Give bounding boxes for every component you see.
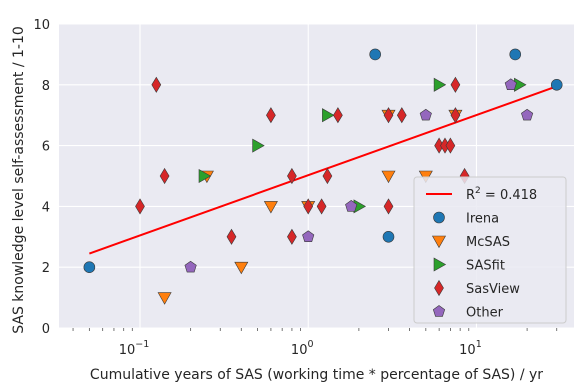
data-point-sasview <box>450 76 461 93</box>
y-tick-label: 4 <box>42 200 50 215</box>
data-point-sasview <box>287 167 297 185</box>
data-point-sasview <box>159 167 170 185</box>
legend-label-sasfit: SASfit <box>466 259 505 274</box>
legend-label-mcsas: McSAS <box>466 235 510 250</box>
y-tick-label: 10 <box>33 18 50 33</box>
data-point-sasfit <box>322 108 335 123</box>
fit-line <box>89 85 558 255</box>
y-tick-label: 0 <box>42 322 50 337</box>
data-point-other <box>504 78 517 90</box>
x-tick-label: 10−1 <box>119 339 150 358</box>
legend-fit-label: R2 = 0.418 <box>466 186 537 203</box>
series-irena <box>83 48 563 274</box>
data-point-mcsas <box>263 201 278 214</box>
data-point-other <box>184 260 197 273</box>
y-axis-label: SAS knowledge level self-assessment / 1-… <box>11 26 27 334</box>
legend: R2 = 0.418 Irena McSAS SASfit SasView Other <box>413 176 567 324</box>
data-point-sasview <box>396 107 407 124</box>
legend-box <box>413 176 567 324</box>
data-point-sasview <box>445 137 456 154</box>
series-other <box>184 78 534 273</box>
series-sasview <box>135 76 470 245</box>
data-point-sasview <box>135 198 145 215</box>
data-point-sasfit <box>433 77 447 92</box>
data-point-sasview <box>383 107 394 124</box>
data-point-sasfit <box>252 138 265 153</box>
fit-layer <box>89 85 558 255</box>
data-point-sasview <box>316 198 327 215</box>
y-tick-label: 8 <box>42 79 50 94</box>
legend-label-irena: Irena <box>466 212 499 227</box>
data-point-sasview <box>287 228 297 245</box>
y-tick-label: 2 <box>42 261 50 276</box>
series-sasfit <box>198 77 527 214</box>
legend-label-other: Other <box>466 306 504 321</box>
legend-marker-sasview <box>434 279 444 297</box>
legend-marker-irena <box>433 211 445 224</box>
data-point-sasview <box>303 198 314 215</box>
data-point-irena <box>550 79 563 91</box>
legend-marker-sasfit <box>433 257 447 272</box>
x-tick-label: 101 <box>459 339 482 358</box>
data-point-sasview <box>266 107 276 124</box>
data-point-irena <box>382 231 395 243</box>
legend-marker-mcsas <box>431 235 447 249</box>
data-point-other <box>419 108 432 121</box>
data-point-other <box>345 200 358 212</box>
legend-label-sasview: SasView <box>466 282 520 297</box>
data-point-irena <box>369 48 381 61</box>
data-point-other <box>302 230 315 242</box>
data-point-mcsas <box>157 292 172 305</box>
data-point-mcsas <box>381 170 396 184</box>
data-point-sasview <box>151 76 162 93</box>
data-point-mcsas <box>234 261 249 275</box>
data-point-irena <box>83 261 96 274</box>
tick-labels: 0 2 4 6 8 10 10−1 100 101 <box>33 18 558 358</box>
legend-marker-other <box>432 305 446 317</box>
data-point-other <box>521 108 534 121</box>
data-point-sasview <box>226 228 237 245</box>
y-tick-label: 6 <box>42 140 50 155</box>
data-point-sasview <box>383 198 394 215</box>
data-point-sasview <box>333 107 343 124</box>
x-axis-label: Cumulative years of SAS (working time * … <box>90 367 543 383</box>
data-point-sasfit <box>198 168 212 184</box>
data-points <box>83 48 563 305</box>
x-tick-label: 100 <box>291 339 314 358</box>
data-point-sasview <box>322 167 333 185</box>
data-point-irena <box>509 48 522 61</box>
data-point-sasview <box>450 107 461 124</box>
